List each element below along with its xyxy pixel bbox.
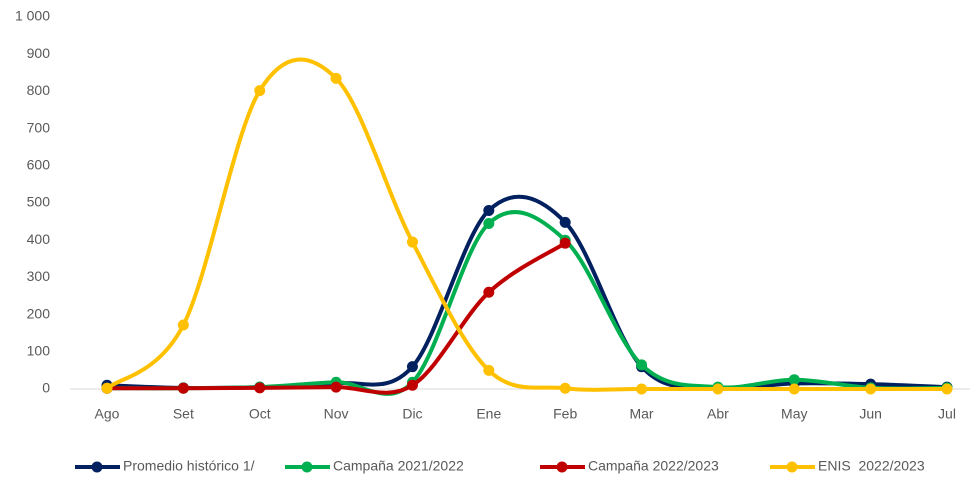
data-point <box>865 383 877 395</box>
x-tick-label: Jun <box>859 406 882 422</box>
series-line <box>105 241 568 395</box>
x-tick-label: Abr <box>707 406 729 422</box>
data-point <box>559 237 571 249</box>
legend-label: ENIS 2022/2023 <box>818 458 925 474</box>
x-tick-label: Jul <box>938 406 956 422</box>
data-point <box>483 364 495 376</box>
data-point <box>636 359 648 371</box>
data-point <box>101 382 113 394</box>
x-tick-label: Ago <box>95 406 120 422</box>
y-tick-label: 600 <box>27 157 51 173</box>
y-tick-label: 700 <box>27 119 51 135</box>
x-tick-label: Feb <box>553 406 577 422</box>
data-point <box>406 379 418 391</box>
data-point <box>406 361 418 373</box>
data-point <box>559 382 571 394</box>
data-point <box>254 85 266 97</box>
x-tick-label: Dic <box>402 406 422 422</box>
x-tick-label: Ene <box>476 406 501 422</box>
series-line <box>105 57 949 392</box>
data-point <box>712 383 724 395</box>
data-point <box>788 374 800 386</box>
legend-label: Campaña 2021/2022 <box>333 458 464 474</box>
data-point <box>788 383 800 395</box>
data-point <box>254 382 266 394</box>
legend-marker <box>556 461 568 473</box>
data-point <box>483 286 495 298</box>
x-tick-label: Oct <box>249 406 271 422</box>
legend-marker <box>91 461 103 473</box>
y-tick-label: 800 <box>27 82 51 98</box>
legend-marker <box>301 461 313 473</box>
data-point <box>483 204 495 216</box>
y-tick-label: 300 <box>27 268 51 284</box>
legend-marker <box>786 461 798 473</box>
y-tick-label: 400 <box>27 231 51 247</box>
y-tick-label: 900 <box>27 45 51 61</box>
data-point <box>636 383 648 395</box>
y-tick-label: 500 <box>27 194 51 210</box>
data-point <box>330 72 342 84</box>
data-point <box>483 217 495 229</box>
legend-label: Campaña 2022/2023 <box>588 458 719 474</box>
x-tick-label: May <box>781 406 807 422</box>
data-point <box>559 216 571 228</box>
x-tick-label: Nov <box>324 406 349 422</box>
data-point <box>177 382 189 394</box>
x-tick-label: Mar <box>629 406 653 422</box>
series-line <box>105 210 949 396</box>
data-point <box>177 319 189 331</box>
y-tick-label: 1 000 <box>15 8 50 24</box>
y-tick-label: 100 <box>27 343 51 359</box>
data-point <box>330 381 342 393</box>
y-tick-label: 0 <box>42 380 50 396</box>
x-tick-label: Set <box>173 406 194 422</box>
data-point <box>406 236 418 248</box>
series-line <box>105 194 949 391</box>
legend-label: Promedio histórico 1/ <box>123 458 255 474</box>
y-tick-label: 200 <box>27 305 51 321</box>
data-point <box>941 383 953 395</box>
